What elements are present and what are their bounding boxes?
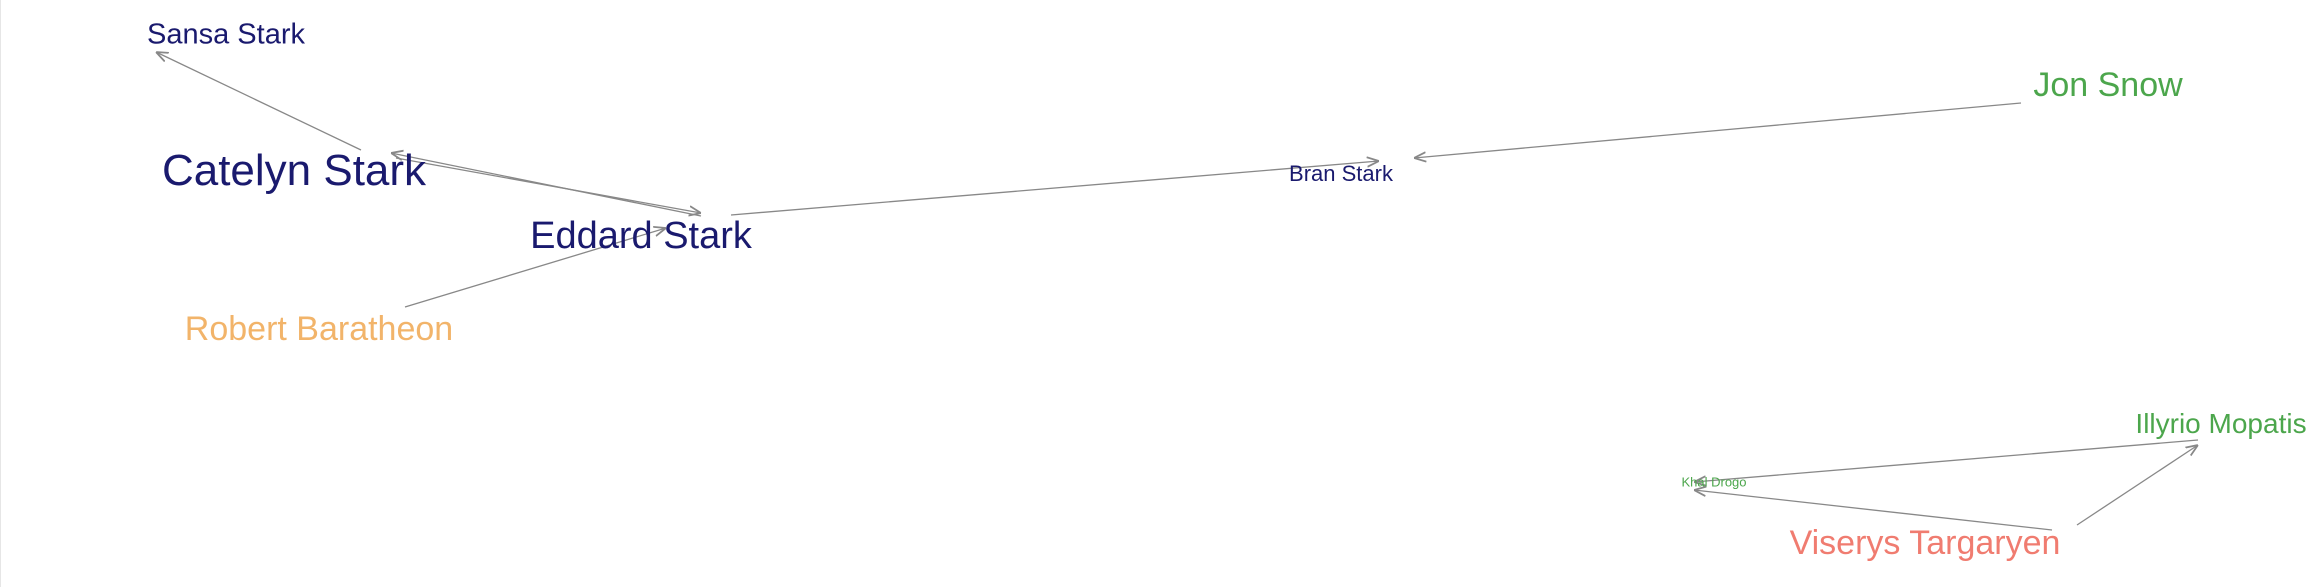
- edge-robert-to-eddard: [404, 228, 666, 308]
- node-khal-drogo[interactable]: Khal Drogo: [1681, 474, 1747, 490]
- edge-eddard-to-catelyn: [391, 153, 702, 217]
- edge-illyrio-to-khal: [1694, 439, 2199, 482]
- edge-viserys-to-khal: [1694, 490, 2053, 531]
- node-catelyn-stark[interactable]: Catelyn Stark: [161, 146, 427, 195]
- edge-viserys-to-illyrio: [2076, 445, 2198, 526]
- node-bran-stark[interactable]: Bran Stark: [1289, 161, 1393, 186]
- node-robert-baratheon[interactable]: Robert Baratheon: [184, 310, 454, 348]
- edge-eddard-to-bran: [730, 161, 1379, 216]
- node-sansa-stark[interactable]: Sansa Stark: [147, 18, 305, 51]
- node-viserys-targaryen[interactable]: Viserys Targaryen: [1789, 524, 2061, 562]
- edge-jon-to-bran: [1414, 102, 2022, 158]
- node-jon-snow[interactable]: Jon Snow: [2033, 66, 2183, 104]
- edge-catelyn-to-sansa: [156, 52, 362, 151]
- node-illyrio-mopatis[interactable]: Illyrio Mopatis: [2135, 408, 2307, 439]
- node-eddard-stark[interactable]: Eddard Stark: [530, 215, 752, 257]
